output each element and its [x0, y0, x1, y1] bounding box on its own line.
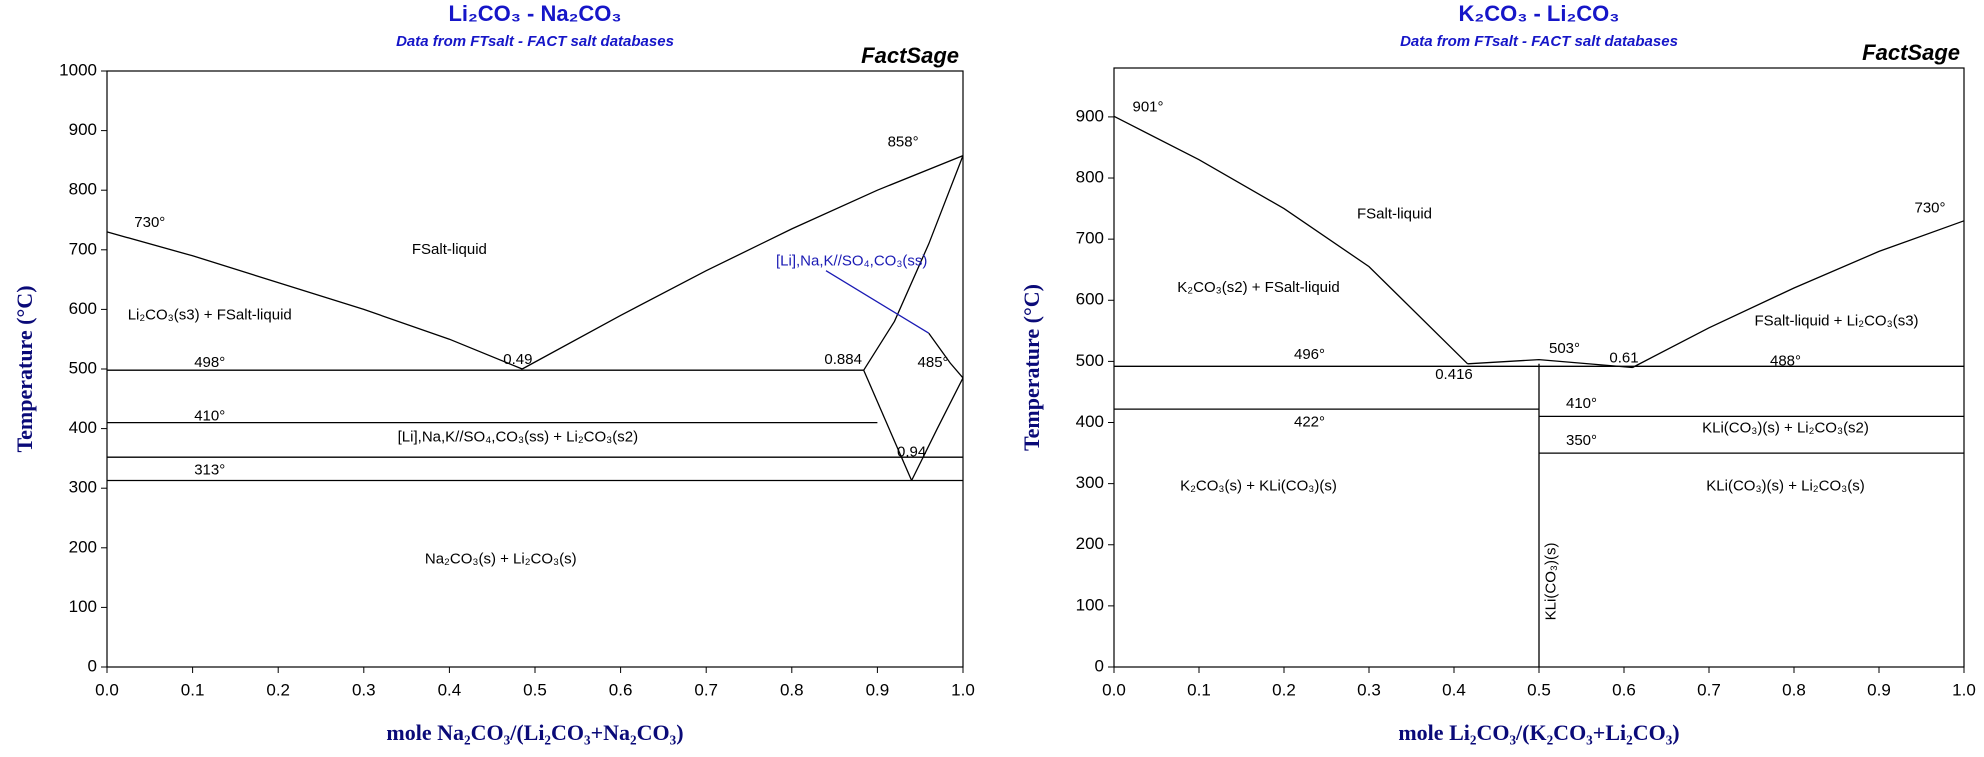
annotation: KLi(CO₃)(s) [1543, 543, 1560, 621]
annotation: FSalt-liquid [412, 241, 487, 258]
y-tick-label: 0 [88, 656, 97, 675]
annotation: 901° [1132, 99, 1163, 116]
brand-label: FactSage [861, 43, 959, 68]
phase-boundary [1632, 220, 1965, 369]
annotation: Li₂CO₃(s3) + FSalt-liquid [128, 306, 292, 323]
annotation: FSalt-liquid + Li₂CO₃(s3) [1754, 313, 1918, 330]
chart-subtitle: Data from FTsalt - FACT salt databases [396, 33, 674, 50]
phase-boundary [1467, 358, 1633, 369]
y-tick-label: 100 [1076, 595, 1104, 614]
y-tick-label: 800 [1076, 168, 1104, 187]
annotation: 730° [134, 214, 165, 231]
y-axis-label: Temperature (°C) [12, 285, 37, 452]
annotation: 485° [918, 354, 949, 371]
annotation: K₂CO₃(s2) + FSalt-liquid [1177, 279, 1339, 296]
x-axis-label: mole Li₂CO₃/(K₂CO₃+Li₂CO₃) [1398, 720, 1679, 745]
annotation: KLi(CO₃)(s) + Li₂CO₃(s2) [1702, 420, 1869, 437]
phase-boundary [928, 332, 964, 379]
phase-boundary [825, 270, 930, 334]
y-tick-label: 300 [69, 478, 97, 497]
phase-boundary [863, 155, 964, 371]
x-tick-label: 0.4 [438, 680, 462, 699]
annotation: 0.49 [503, 351, 532, 368]
annotation: K₂CO₃(s) + KLi(CO₃)(s) [1180, 478, 1337, 495]
annotation: 350° [1566, 432, 1597, 449]
annotation: 0.61 [1609, 349, 1638, 366]
y-tick-label: 200 [69, 537, 97, 556]
x-tick-label: 1.0 [1952, 680, 1976, 699]
x-axis-label: mole Na₂CO₃/(Li₂CO₃+Na₂CO₃) [386, 720, 683, 745]
y-tick-label: 400 [1076, 412, 1104, 431]
x-tick-label: 0.1 [181, 680, 205, 699]
annotation: 0.94 [897, 443, 926, 460]
annotation: 313° [194, 461, 225, 478]
annotation: 488° [1770, 352, 1801, 369]
annotation: [Li],Na,K//SO₄,CO₃(ss) + Li₂CO₃(s2) [398, 429, 638, 446]
annotation: Na₂CO₃(s) + Li₂CO₃(s) [425, 551, 577, 568]
annotation: 503° [1549, 340, 1580, 357]
annotation: 422° [1294, 413, 1325, 430]
x-tick-label: 0.1 [1187, 680, 1211, 699]
x-tick-label: 0.2 [266, 680, 290, 699]
x-tick-label: 0.4 [1442, 680, 1466, 699]
annotation: 498° [194, 354, 225, 371]
phase-boundary [911, 377, 964, 481]
x-tick-label: 0.7 [694, 680, 718, 699]
y-tick-label: 600 [1076, 290, 1104, 309]
y-tick-label: 500 [69, 358, 97, 377]
phase-boundary [1113, 115, 1469, 365]
x-tick-label: 0.3 [1357, 680, 1381, 699]
y-tick-label: 800 [69, 180, 97, 199]
y-tick-label: 600 [69, 299, 97, 318]
y-tick-label: 0 [1095, 656, 1104, 675]
chart-title: Li₂CO₃ - Na₂CO₃ [448, 1, 621, 26]
y-tick-label: 500 [1076, 351, 1104, 370]
x-tick-label: 0.3 [352, 680, 376, 699]
y-tick-label: 100 [69, 597, 97, 616]
annotation: 0.884 [824, 351, 862, 368]
y-tick-label: 400 [69, 418, 97, 437]
y-tick-label: 200 [1076, 534, 1104, 553]
phase-boundary [863, 369, 913, 481]
annotation: KLi(CO₃)(s) + Li₂CO₃(s) [1706, 478, 1864, 495]
phase-boundary [106, 231, 523, 370]
x-tick-label: 0.5 [523, 680, 547, 699]
x-tick-label: 0.0 [95, 680, 119, 699]
y-tick-label: 1000 [59, 60, 97, 79]
annotation: [Li],Na,K//SO₄,CO₃(ss) [776, 253, 927, 270]
annotation: 858° [888, 133, 919, 150]
y-axis-label: Temperature (°C) [1019, 284, 1044, 451]
y-tick-label: 900 [1076, 106, 1104, 125]
x-tick-label: 0.9 [866, 680, 890, 699]
annotation: FSalt-liquid [1357, 206, 1432, 223]
y-tick-label: 700 [1076, 229, 1104, 248]
x-tick-label: 0.8 [1782, 680, 1806, 699]
annotation: 410° [194, 408, 225, 425]
plot-frame [106, 70, 964, 668]
chart-subtitle: Data from FTsalt - FACT salt databases [1400, 33, 1678, 50]
y-tick-label: 300 [1076, 473, 1104, 492]
x-tick-label: 0.5 [1527, 680, 1551, 699]
annotation: 730° [1914, 200, 1945, 217]
annotation: 496° [1294, 346, 1325, 363]
brand-label: FactSage [1862, 40, 1960, 65]
y-tick-label: 900 [69, 120, 97, 139]
y-tick-label: 700 [69, 239, 97, 258]
chart-title: K₂CO₃ - Li₂CO₃ [1459, 1, 1620, 26]
annotation: 0.416 [1435, 366, 1473, 383]
x-tick-label: 0.6 [609, 680, 633, 699]
phase-boundary [521, 154, 964, 370]
x-tick-label: 0.8 [780, 680, 804, 699]
x-tick-label: 0.9 [1867, 680, 1891, 699]
x-tick-label: 1.0 [951, 680, 975, 699]
annotation: 410° [1566, 395, 1597, 412]
x-tick-label: 0.6 [1612, 680, 1636, 699]
x-tick-label: 0.7 [1697, 680, 1721, 699]
x-tick-label: 0.2 [1272, 680, 1296, 699]
x-tick-label: 0.0 [1102, 680, 1126, 699]
